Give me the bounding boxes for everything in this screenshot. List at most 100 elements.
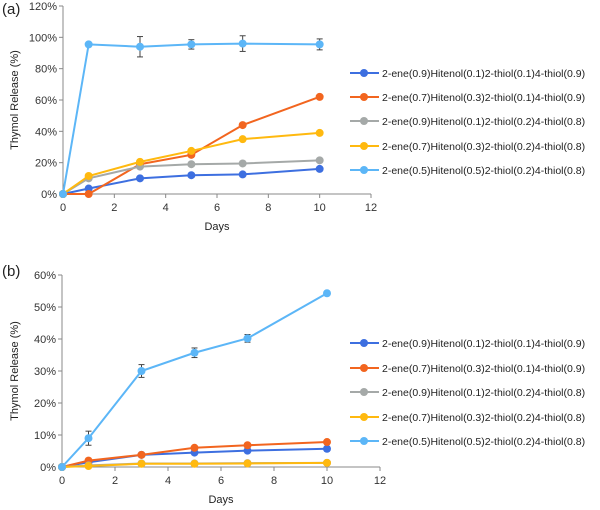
x-tick-label: 2 <box>111 202 117 214</box>
x-tick-label: 12 <box>374 475 386 487</box>
x-axis-label: Days <box>208 494 234 506</box>
data-point <box>84 40 93 49</box>
x-tick-label: 2 <box>112 475 118 487</box>
x-tick-label: 10 <box>321 475 333 487</box>
data-point <box>58 463 66 471</box>
legend-item: 2-ene(0.5)Hitenol(0.5)2-thiol(0.2)4-thio… <box>350 436 585 448</box>
series-1 <box>59 164 324 198</box>
legend-label: 2-ene(0.9)Hitenol(0.1)2-thiol(0.1)4-thio… <box>382 338 585 350</box>
data-point <box>84 171 93 180</box>
panel-label: (b) <box>2 263 20 280</box>
legend-item: 2-ene(0.7)Hitenol(0.3)2-thiol(0.2)4-thio… <box>350 141 585 153</box>
x-tick-label: 8 <box>265 202 271 214</box>
legend-marker <box>360 166 368 174</box>
data-point <box>187 40 196 49</box>
data-point <box>238 135 247 144</box>
y-tick-label: 10% <box>34 430 56 442</box>
y-tick-label: 20% <box>34 398 56 410</box>
data-point <box>190 459 199 468</box>
legend-marker <box>360 437 368 445</box>
legend-marker <box>360 388 368 396</box>
x-tick-label: 8 <box>271 475 277 487</box>
series-line <box>61 292 328 468</box>
data-point <box>59 190 67 198</box>
data-point <box>323 438 331 447</box>
legend-marker <box>360 339 368 347</box>
y-tick-label: 80% <box>35 64 57 76</box>
chart-a: (a) 0% 20% 40% 60% 80% 100% 120% 0 2 4 6 8 10 12 Days Th… <box>2 1 585 233</box>
data-point <box>84 434 93 443</box>
legend-marker <box>360 364 368 372</box>
data-point <box>238 39 247 48</box>
x-tick-label: 0 <box>59 475 65 487</box>
data-point <box>190 443 199 452</box>
legend-marker <box>360 93 368 101</box>
data-point <box>238 159 247 168</box>
y-tick-label: 0% <box>41 189 57 201</box>
x-tick-label: 0 <box>60 202 66 214</box>
y-axis-label: Thymol Release (%) <box>9 321 21 421</box>
legend-label: 2-ene(0.7)Hitenol(0.3)2-thiol(0.2)4-thio… <box>382 141 585 153</box>
data-point <box>238 170 247 179</box>
y-tick-label: 120% <box>29 1 57 13</box>
data-point <box>315 40 324 49</box>
data-point <box>136 174 144 183</box>
data-point <box>84 462 93 471</box>
series-5 <box>58 289 331 471</box>
y-tick-label: 100% <box>29 32 57 44</box>
x-axis-label: Days <box>204 221 230 233</box>
x-tick-label: 6 <box>218 475 224 487</box>
x-tick-label: 4 <box>165 475 171 487</box>
data-point <box>238 121 247 130</box>
y-axis-label: Thymol Release (%) <box>9 50 21 150</box>
y-tick-label: 40% <box>35 126 57 138</box>
y-tick-label: 30% <box>34 366 56 378</box>
x-tick-label: 4 <box>163 202 169 214</box>
y-tick-label: 0% <box>40 462 56 474</box>
y-tick-label: 50% <box>34 302 56 314</box>
data-point <box>187 146 196 155</box>
legend-item: 2-ene(0.9)Hitenol(0.1)2-thiol(0.1)4-thio… <box>350 338 585 350</box>
data-point <box>84 184 93 193</box>
panel-label: (a) <box>2 1 20 18</box>
data-point <box>243 459 252 468</box>
chart-b: (b) 0% 10% 20% 30% 40% 50% 60% 0 2 4 6 8 10 12 Days Thym… <box>2 263 585 506</box>
legend-item: 2-ene(0.9)Hitenol(0.1)2-thiol(0.1)4-thio… <box>350 68 585 80</box>
legend-item: 2-ene(0.9)Hitenol(0.1)2-thiol(0.2)4-thio… <box>350 116 585 128</box>
data-point <box>136 42 144 51</box>
y-tick-label: 20% <box>35 158 57 170</box>
legend-marker <box>360 413 368 421</box>
data-point <box>315 164 324 173</box>
legend-label: 2-ene(0.9)Hitenol(0.1)2-thiol(0.1)4-thio… <box>382 68 585 80</box>
series-line <box>61 441 328 468</box>
legend-marker <box>360 69 368 77</box>
data-point <box>315 128 324 137</box>
legend-marker <box>360 117 368 125</box>
series-line <box>62 42 320 195</box>
data-point <box>187 171 196 180</box>
data-point <box>137 450 146 459</box>
y-tick-label: 40% <box>34 334 56 346</box>
legend-label: 2-ene(0.9)Hitenol(0.1)2-thiol(0.2)4-thio… <box>382 387 585 399</box>
legend-item: 2-ene(0.9)Hitenol(0.1)2-thiol(0.2)4-thio… <box>350 387 585 399</box>
data-point <box>315 92 324 101</box>
legend-item: 2-ene(0.7)Hitenol(0.3)2-thiol(0.1)4-thio… <box>350 92 585 104</box>
series-line <box>62 159 320 195</box>
legend-label: 2-ene(0.7)Hitenol(0.3)2-thiol(0.1)4-thio… <box>382 363 585 375</box>
legend-label: 2-ene(0.7)Hitenol(0.3)2-thiol(0.2)4-thio… <box>382 412 585 424</box>
data-point <box>323 444 331 453</box>
data-point <box>323 458 331 467</box>
data-point <box>136 157 144 166</box>
data-point <box>137 459 146 468</box>
data-point <box>323 289 331 298</box>
legend-item: 2-ene(0.7)Hitenol(0.3)2-thiol(0.1)4-thio… <box>350 363 585 375</box>
series-line <box>61 447 328 468</box>
data-point <box>137 367 146 375</box>
y-tick-label: 60% <box>34 270 56 282</box>
legend-marker <box>360 142 368 150</box>
data-point <box>84 190 93 198</box>
series-line <box>61 461 328 468</box>
legend-label: 2-ene(0.5)Hitenol(0.5)2-thiol(0.2)4-thio… <box>382 436 585 448</box>
series-line <box>62 131 320 195</box>
